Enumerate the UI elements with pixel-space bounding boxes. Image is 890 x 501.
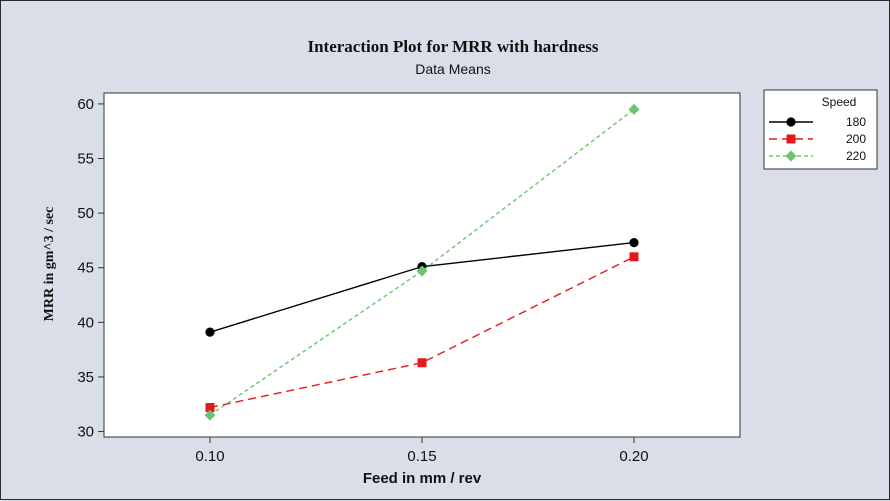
legend-item-180: 180 xyxy=(769,115,866,129)
x-axis: 0.10 0.15 0.20 xyxy=(195,437,649,465)
data-point-200 xyxy=(629,252,639,262)
y-tick-label: 55 xyxy=(77,151,94,168)
legend-item-200: 200 xyxy=(769,132,866,146)
y-tick-label: 50 xyxy=(77,205,94,222)
data-point-220 xyxy=(416,265,428,277)
data-point-200 xyxy=(205,403,215,413)
series-line-220 xyxy=(209,108,635,416)
x-tick-label: 0.10 xyxy=(195,448,224,465)
series-200 xyxy=(205,252,639,413)
series-220 xyxy=(204,103,640,421)
data-point-200 xyxy=(417,358,427,368)
legend-items: 180 200 220 xyxy=(769,115,866,163)
legend-label: 220 xyxy=(846,149,866,163)
y-tick-label: 45 xyxy=(77,260,94,277)
data-point-220 xyxy=(628,103,640,115)
series-layer xyxy=(204,103,640,421)
legend-marker xyxy=(786,134,796,144)
x-axis-label: Feed in mm / rev xyxy=(363,470,482,487)
legend-label: 200 xyxy=(846,132,866,146)
legend-marker xyxy=(786,117,796,127)
legend-title: Speed xyxy=(822,95,857,109)
data-point-180 xyxy=(629,238,639,248)
y-axis: 30 35 40 45 50 55 60 xyxy=(77,96,104,441)
x-tick-label: 0.20 xyxy=(619,448,648,465)
series-line-200 xyxy=(209,256,635,409)
chart-subtitle: Data Means xyxy=(415,61,490,77)
legend-box xyxy=(763,89,878,170)
y-tick-label: 30 xyxy=(77,424,94,441)
y-tick-label: 35 xyxy=(77,369,94,386)
y-tick-label: 60 xyxy=(77,96,94,113)
legend-label: 180 xyxy=(846,115,866,129)
chart-title: Interaction Plot for MRR with hardness xyxy=(307,37,598,56)
y-tick-label: 40 xyxy=(77,314,94,331)
legend-marker xyxy=(785,150,797,162)
x-tick-label: 0.15 xyxy=(407,448,436,465)
y-axis-label: MRR in gm^3 / sec xyxy=(42,207,57,322)
data-point-180 xyxy=(205,327,215,337)
data-point-220 xyxy=(204,409,216,421)
legend: Speed 180 200 220 xyxy=(763,89,878,170)
legend-item-220: 220 xyxy=(769,149,866,163)
